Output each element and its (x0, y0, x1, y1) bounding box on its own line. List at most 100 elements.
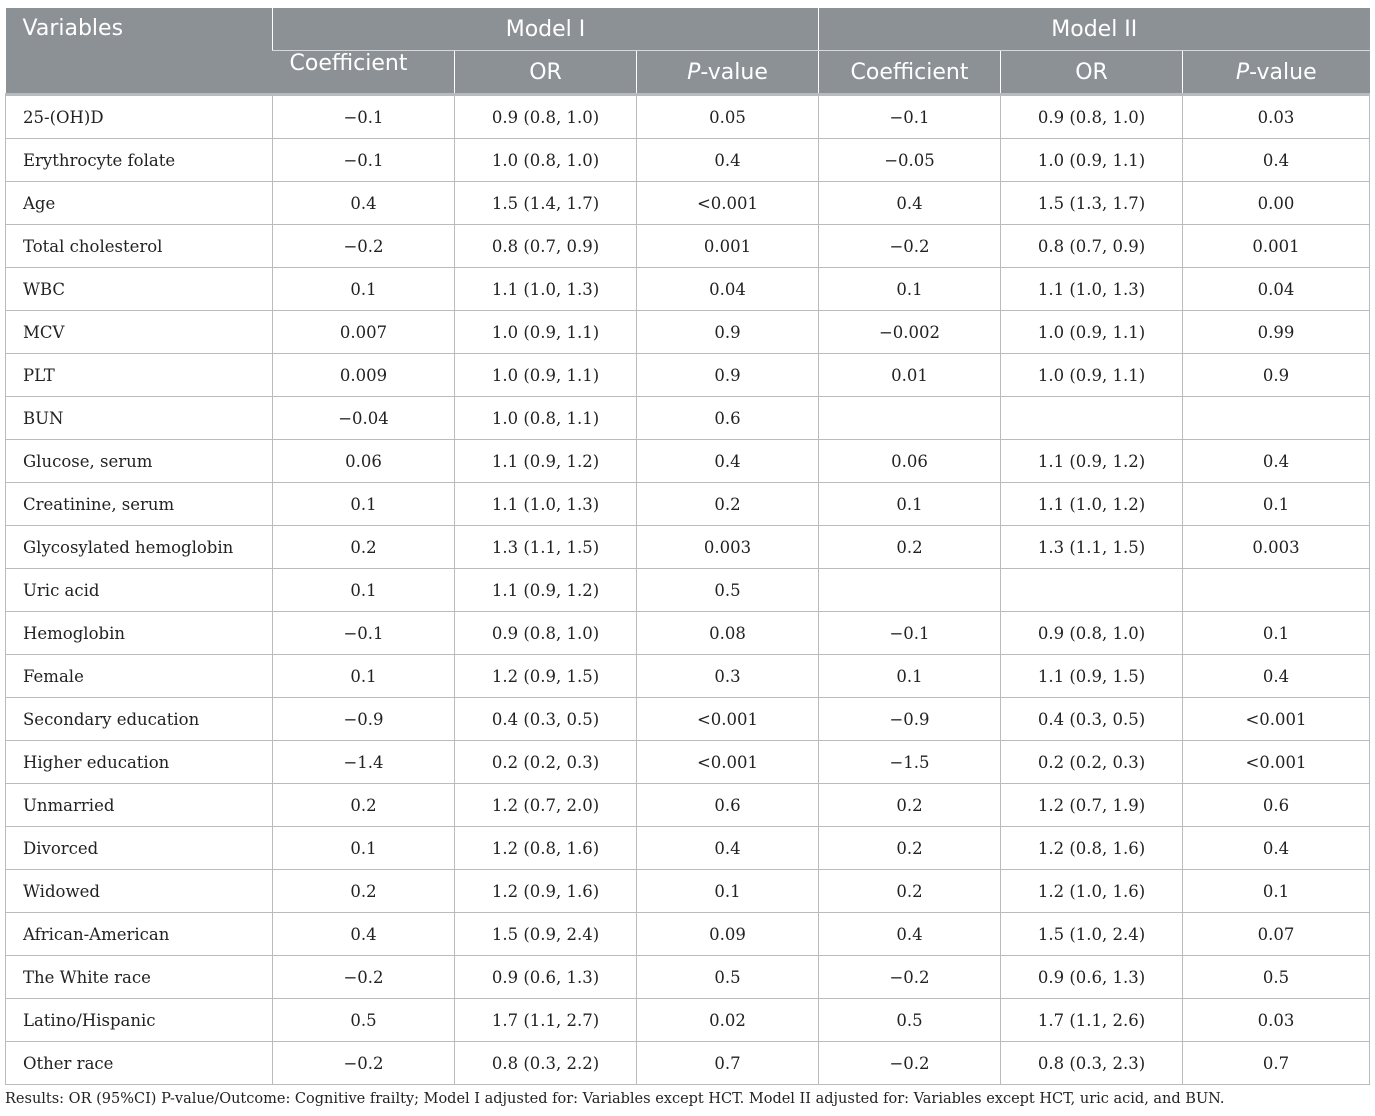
coefficient-1-cell: −0.2 (272, 955, 455, 999)
or-2-cell: 0.9 (0.6, 1.3) (1000, 955, 1184, 999)
p-value-1-cell: 0.9 (635, 353, 820, 397)
p-rest: -value (700, 59, 768, 85)
coefficient-2-cell: −0.2 (818, 224, 1002, 268)
header-coefficient-2: Coefficient (818, 50, 1001, 95)
p-value-1-cell: 0.3 (635, 654, 820, 698)
coefficient-2-cell: 0.1 (818, 267, 1002, 311)
table-row: Unmarried 0.2 1.2 (0.7, 2.0) 0.6 0.2 1.2 (0.7… (5, 783, 1371, 827)
or-2-cell: 1.2 (1.0, 1.6) (1000, 869, 1184, 913)
p-value-2-cell: 0.07 (1182, 912, 1371, 956)
variable-cell: BUN (5, 396, 273, 440)
or-2-cell (1000, 568, 1184, 612)
variable-cell: Secondary education (5, 697, 273, 741)
p-value-2-cell: 0.99 (1182, 310, 1371, 354)
or-1-cell: 1.5 (0.9, 2.4) (454, 912, 637, 956)
header-p-value-1: P-value (635, 50, 819, 95)
coefficient-2-cell: −0.2 (818, 955, 1002, 999)
or-1-cell: 1.2 (0.8, 1.6) (454, 826, 637, 870)
or-1-cell: 1.7 (1.1, 2.7) (454, 998, 637, 1042)
or-2-cell: 1.1 (1.0, 1.3) (1000, 267, 1184, 311)
or-1-cell: 1.0 (0.8, 1.0) (454, 138, 637, 182)
p-value-1-cell: 0.2 (635, 482, 820, 526)
p-italic: P (1235, 59, 1250, 85)
p-value-2-cell: 0.5 (1182, 955, 1371, 999)
table-row: 25-(OH)D −0.1 0.9 (0.8, 1.0) 0.05 −0.1 0.9 (0… (5, 93, 1371, 139)
variable-cell: African-American (5, 912, 273, 956)
coefficient-2-cell: 0.01 (818, 353, 1002, 397)
coefficient-2-cell: −0.002 (818, 310, 1002, 354)
coefficient-1-cell: 0.1 (272, 568, 455, 612)
or-1-cell: 1.1 (1.0, 1.3) (454, 482, 637, 526)
table-row: Glucose, serum 0.06 1.1 (0.9, 1.2) 0.4 0.06 1… (5, 439, 1371, 483)
table-row: Uric acid 0.1 1.1 (0.9, 1.2) 0.5 (5, 568, 1371, 612)
or-1-cell: 1.3 (1.1, 1.5) (454, 525, 637, 569)
or-2-cell: 1.1 (0.9, 1.5) (1000, 654, 1184, 698)
p-value-2-cell: 0.9 (1182, 353, 1371, 397)
coefficient-2-cell: 0.2 (818, 783, 1002, 827)
p-value-1-cell: <0.001 (635, 181, 820, 225)
coefficient-1-cell: −0.1 (272, 93, 455, 139)
p-value-2-cell: 0.003 (1182, 525, 1371, 569)
p-value-2-cell: 0.00 (1182, 181, 1371, 225)
p-value-2-cell (1182, 396, 1371, 440)
p-value-1-cell: 0.1 (635, 869, 820, 913)
table-row: Latino/Hispanic 0.5 1.7 (1.1, 2.7) 0.02 0.5 1… (5, 998, 1371, 1042)
coefficient-2-cell: 0.2 (818, 525, 1002, 569)
table-row: MCV 0.007 1.0 (0.9, 1.1) 0.9 −0.002 1.0 (0.9,… (5, 310, 1371, 354)
p-value-2-cell: 0.04 (1182, 267, 1371, 311)
coefficient-2-cell: −0.9 (818, 697, 1002, 741)
or-1-cell: 1.5 (1.4, 1.7) (454, 181, 637, 225)
p-value-2-cell: 0.4 (1182, 138, 1371, 182)
p-value-1-cell: 0.003 (635, 525, 820, 569)
or-1-cell: 0.2 (0.2, 0.3) (454, 740, 637, 784)
p-value-1-cell: <0.001 (635, 697, 820, 741)
or-2-cell: 1.2 (0.8, 1.6) (1000, 826, 1184, 870)
or-1-cell: 1.1 (0.9, 1.2) (454, 568, 637, 612)
p-value-2-cell: 0.1 (1182, 482, 1371, 526)
or-1-cell: 1.1 (0.9, 1.2) (454, 439, 637, 483)
p-value-1-cell: 0.09 (635, 912, 820, 956)
p-value-1-cell: 0.4 (635, 439, 820, 483)
p-value-1-cell: 0.5 (635, 955, 820, 999)
table-row: Female 0.1 1.2 (0.9, 1.5) 0.3 0.1 1.1 (0.9, 1… (5, 654, 1371, 698)
p-value-2-cell (1182, 568, 1371, 612)
table-row: Glycosylated hemoglobin 0.2 1.3 (1.1, 1.5)… (5, 525, 1371, 569)
p-value-1-cell: 0.4 (635, 138, 820, 182)
p-value-2-cell: 0.4 (1182, 826, 1371, 870)
or-1-cell: 1.1 (1.0, 1.3) (454, 267, 637, 311)
p-value-1-cell: <0.001 (635, 740, 820, 784)
p-italic: P (687, 59, 701, 85)
coefficient-1-cell: −1.4 (272, 740, 455, 784)
results-table: Variables Model I Model II Coefficient O… (5, 8, 1371, 1085)
coefficient-2-cell (818, 396, 1002, 440)
table-row: Hemoglobin −0.1 0.9 (0.8, 1.0) 0.08 −0.1 0.9 … (5, 611, 1371, 655)
table-row: The White race −0.2 0.9 (0.6, 1.3) 0.5 −0.2 0… (5, 955, 1371, 999)
or-1-cell: 0.4 (0.3, 0.5) (454, 697, 637, 741)
or-1-cell: 0.9 (0.8, 1.0) (454, 611, 637, 655)
p-value-2-cell: 0.1 (1182, 869, 1371, 913)
table-row: WBC 0.1 1.1 (1.0, 1.3) 0.04 0.1 1.1 (1.0, 1.3… (5, 267, 1371, 311)
p-value-1-cell: 0.04 (635, 267, 820, 311)
variable-cell: Latino/Hispanic (5, 998, 273, 1042)
or-2-cell: 0.4 (0.3, 0.5) (1000, 697, 1184, 741)
or-2-cell: 1.0 (0.9, 1.1) (1000, 310, 1184, 354)
variable-cell: Female (5, 654, 273, 698)
p-rest: -value (1249, 59, 1317, 85)
coefficient-1-cell: 0.1 (272, 826, 455, 870)
coefficient-2-cell: 0.1 (818, 482, 1002, 526)
table-row: Secondary education −0.9 0.4 (0.3, 0.5) <0.… (5, 697, 1371, 741)
coefficient-2-cell: 0.4 (818, 912, 1002, 956)
table-row: Creatinine, serum 0.1 1.1 (1.0, 1.3) 0.2 0.1… (5, 482, 1371, 526)
coefficient-1-cell: −0.2 (272, 224, 455, 268)
p-value-1-cell: 0.02 (635, 998, 820, 1042)
p-value-1-cell: 0.5 (635, 568, 820, 612)
or-2-cell: 1.0 (0.9, 1.1) (1000, 353, 1184, 397)
or-2-cell: 0.9 (0.8, 1.0) (1000, 93, 1184, 139)
p-value-2-cell: 0.4 (1182, 439, 1371, 483)
p-value-1-cell: 0.6 (635, 396, 820, 440)
variable-cell: Higher education (5, 740, 273, 784)
or-2-cell: 1.3 (1.1, 1.5) (1000, 525, 1184, 569)
coefficient-1-cell: 0.1 (272, 267, 455, 311)
table-row: Divorced 0.1 1.2 (0.8, 1.6) 0.4 0.2 1.2 (0.8,… (5, 826, 1371, 870)
coefficient-1-cell: −0.1 (272, 138, 455, 182)
